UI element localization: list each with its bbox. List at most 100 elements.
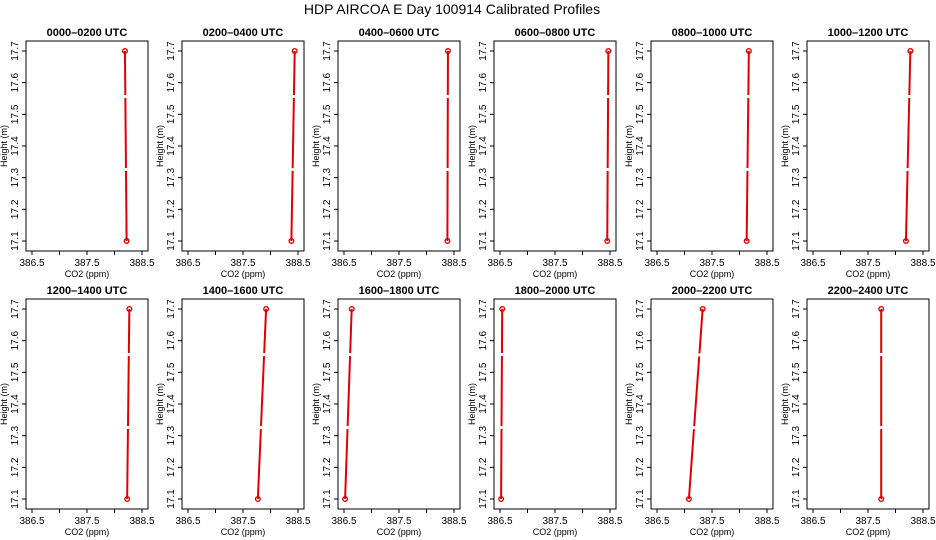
y-tick-label: 17.1 xyxy=(322,489,333,509)
y-tick-label: 17.1 xyxy=(478,489,489,509)
panel-title: 1800–2000 UTC xyxy=(515,285,596,297)
x-tick-label: 387.5 xyxy=(74,258,99,269)
data-point xyxy=(444,237,451,244)
data-point xyxy=(124,496,131,503)
y-tick-label: 17.5 xyxy=(791,104,802,124)
y-tick-label: 17.3 xyxy=(478,167,489,187)
y-tick-label: 17.6 xyxy=(478,330,489,350)
y-tick-label: 17.1 xyxy=(478,231,489,251)
chart-panel: 0600–0800 UTC 386.5 387.5 388.5 17.1 17.2 17.3… xyxy=(467,27,623,279)
x-tick-label: 388.5 xyxy=(754,258,779,269)
x-axis-label: CO2 (ppm) xyxy=(690,269,735,279)
panel-title: 1600–1800 UTC xyxy=(359,285,440,297)
y-tick-label: 17.4 xyxy=(635,394,646,414)
x-axis-label: CO2 (ppm) xyxy=(377,527,422,537)
plot-frame xyxy=(181,40,305,252)
x-tick-label: 387.5 xyxy=(230,516,255,527)
y-tick-label: 17.5 xyxy=(791,362,802,382)
y-tick-label: 17.3 xyxy=(635,425,646,445)
x-axis-label: CO2 (ppm) xyxy=(533,269,578,279)
y-tick-label: 17.2 xyxy=(478,457,489,477)
y-tick-label: 17.7 xyxy=(478,299,489,319)
x-tick-label: 388.5 xyxy=(910,516,935,527)
y-tick-label: 17.2 xyxy=(322,199,333,219)
x-tick-label: 387.5 xyxy=(542,258,567,269)
y-tick-label: 17.5 xyxy=(478,104,489,124)
y-tick-label: 17.3 xyxy=(166,425,177,445)
chart-panel: 0800–1000 UTC 386.5 387.5 388.5 17.1 17.2 17.3… xyxy=(624,27,780,279)
y-tick-label: 17.4 xyxy=(166,394,177,414)
profile-line xyxy=(256,308,268,500)
chart-panel: 0200–0400 UTC 386.5 387.5 388.5 17.1 17.2 17.3… xyxy=(155,27,311,279)
y-tick-label: 17.6 xyxy=(635,330,646,350)
y-tick-label: 17.6 xyxy=(166,72,177,92)
y-tick-label: 17.7 xyxy=(10,41,21,61)
x-tick-label: 386.5 xyxy=(331,516,356,527)
y-tick-label: 17.6 xyxy=(10,330,21,350)
x-tick-label: 388.5 xyxy=(441,516,466,527)
x-tick-label: 387.5 xyxy=(386,516,411,527)
panel-title: 2000–2200 UTC xyxy=(672,285,753,297)
y-tick-label: 17.6 xyxy=(10,72,21,92)
y-axis-label: Height (m) xyxy=(311,383,321,425)
y-tick-label: 17.1 xyxy=(10,231,21,251)
x-tick-label: 386.5 xyxy=(644,516,669,527)
chart-panel: 1000–1200 UTC 386.5 387.5 388.5 17.1 17.2 17.3… xyxy=(780,27,936,279)
data-point xyxy=(499,306,506,313)
x-tick-label: 388.5 xyxy=(597,258,622,269)
plot-frame xyxy=(337,298,461,510)
profile-line xyxy=(123,50,128,242)
data-point xyxy=(121,48,128,55)
y-tick-label: 17.5 xyxy=(635,104,646,124)
data-point xyxy=(291,48,298,55)
x-axis-label: CO2 (ppm) xyxy=(533,527,578,537)
x-tick-label: 388.5 xyxy=(441,258,466,269)
y-tick-label: 17.5 xyxy=(322,104,333,124)
x-tick-label: 386.5 xyxy=(19,516,44,527)
y-tick-label: 17.1 xyxy=(10,489,21,509)
x-tick-label: 386.5 xyxy=(800,258,825,269)
y-tick-label: 17.2 xyxy=(10,199,21,219)
y-tick-label: 17.4 xyxy=(478,136,489,156)
data-point xyxy=(348,306,355,313)
y-tick-label: 17.7 xyxy=(322,299,333,319)
x-axis-label: CO2 (ppm) xyxy=(690,527,735,537)
y-axis-label: Height (m) xyxy=(311,125,321,167)
y-tick-label: 17.7 xyxy=(166,299,177,319)
plot-frame xyxy=(806,298,930,510)
chart-panel: 1800–2000 UTC 386.5 387.5 388.5 17.1 17.2 17.3… xyxy=(467,285,623,537)
y-tick-label: 17.6 xyxy=(478,72,489,92)
y-tick-label: 17.3 xyxy=(478,425,489,445)
x-tick-label: 388.5 xyxy=(285,258,310,269)
y-tick-label: 17.3 xyxy=(791,425,802,445)
plot-frame xyxy=(493,298,617,510)
y-tick-label: 17.3 xyxy=(322,425,333,445)
x-tick-label: 388.5 xyxy=(910,258,935,269)
x-tick-label: 387.5 xyxy=(542,516,567,527)
panel-title: 0400–0600 UTC xyxy=(359,27,440,39)
y-tick-label: 17.1 xyxy=(635,489,646,509)
y-tick-label: 17.3 xyxy=(791,167,802,187)
y-axis-label: Height (m) xyxy=(467,125,477,167)
chart-panel: 0000–0200 UTC 386.5 387.5 388.5 17.1 17.2 17.3… xyxy=(0,27,155,279)
y-tick-label: 17.7 xyxy=(791,41,802,61)
data-point xyxy=(902,237,909,244)
panel-title: 0600–0800 UTC xyxy=(515,27,596,39)
y-tick-label: 17.4 xyxy=(322,394,333,414)
y-tick-label: 17.2 xyxy=(791,199,802,219)
y-tick-label: 17.7 xyxy=(166,41,177,61)
data-point xyxy=(604,237,611,244)
profile-line xyxy=(500,308,504,500)
chart-panel: 2200–2400 UTC 386.5 387.5 388.5 17.1 17.2 17.3… xyxy=(780,285,936,537)
chart-panel: 0400–0600 UTC 386.5 387.5 388.5 17.1 17.2 17.3… xyxy=(311,27,467,279)
panel-title: 0800–1000 UTC xyxy=(672,27,753,39)
x-axis-label: CO2 (ppm) xyxy=(65,527,110,537)
plot-frame xyxy=(25,40,149,252)
y-tick-label: 17.3 xyxy=(322,167,333,187)
data-point xyxy=(263,306,270,313)
y-tick-label: 17.3 xyxy=(10,425,21,445)
plot-frame xyxy=(493,40,617,252)
y-tick-label: 17.4 xyxy=(478,394,489,414)
plot-frame xyxy=(650,298,774,510)
plot-frame xyxy=(650,40,774,252)
